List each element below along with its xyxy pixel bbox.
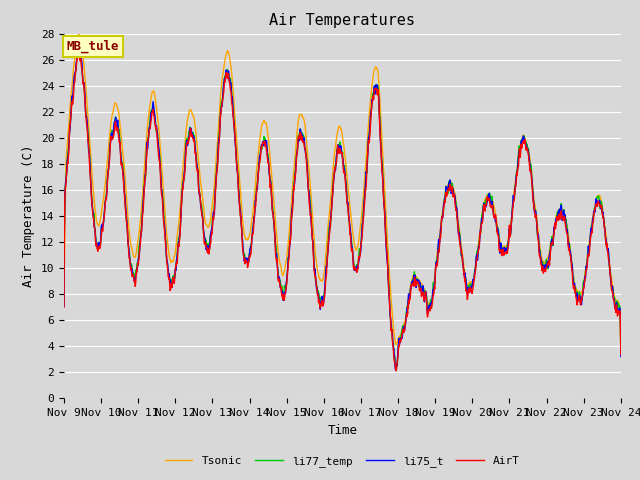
Tsonic <box>76 31 83 36</box>
li75_t <box>89 209 97 215</box>
AirT <box>331 165 339 170</box>
AirT <box>617 351 625 357</box>
Tsonic <box>601 221 609 227</box>
Legend: Tsonic, li77_temp, li75_t, AirT: Tsonic, li77_temp, li75_t, AirT <box>160 451 525 471</box>
AirT <box>601 227 609 233</box>
Tsonic <box>331 146 339 152</box>
li75_t <box>60 304 68 310</box>
li75_t <box>617 354 625 360</box>
AirT <box>602 231 609 237</box>
AirT <box>392 368 400 373</box>
li75_t <box>331 167 339 173</box>
li77_temp <box>331 166 339 171</box>
AirT <box>60 304 68 310</box>
Tsonic <box>316 277 324 283</box>
li77_temp <box>316 301 324 307</box>
li75_t <box>392 367 399 373</box>
li75_t <box>316 306 324 312</box>
Text: MB_tule: MB_tule <box>67 40 119 53</box>
AirT <box>76 49 83 55</box>
AirT <box>89 209 97 215</box>
Tsonic <box>499 244 506 250</box>
li75_t <box>601 227 609 233</box>
li77_temp <box>602 230 609 236</box>
Tsonic <box>60 294 68 300</box>
li75_t <box>75 47 83 53</box>
Title: Air Temperatures: Air Temperatures <box>269 13 415 28</box>
li77_temp <box>74 47 82 52</box>
Tsonic <box>89 180 97 186</box>
li77_temp <box>60 301 68 307</box>
Y-axis label: Air Temperature (C): Air Temperature (C) <box>22 145 35 287</box>
Line: Tsonic: Tsonic <box>64 34 621 348</box>
Line: li75_t: li75_t <box>64 50 621 370</box>
AirT <box>499 246 507 252</box>
li77_temp <box>89 205 97 211</box>
Line: AirT: AirT <box>64 52 621 371</box>
Line: li77_temp: li77_temp <box>64 49 621 367</box>
AirT <box>316 305 324 311</box>
li75_t <box>499 252 507 257</box>
li77_temp <box>617 351 625 357</box>
Tsonic <box>617 345 625 351</box>
li77_temp <box>393 364 401 370</box>
li77_temp <box>499 247 507 252</box>
X-axis label: Time: Time <box>328 424 357 437</box>
li75_t <box>602 230 609 236</box>
li77_temp <box>601 228 609 233</box>
Tsonic <box>601 223 609 228</box>
